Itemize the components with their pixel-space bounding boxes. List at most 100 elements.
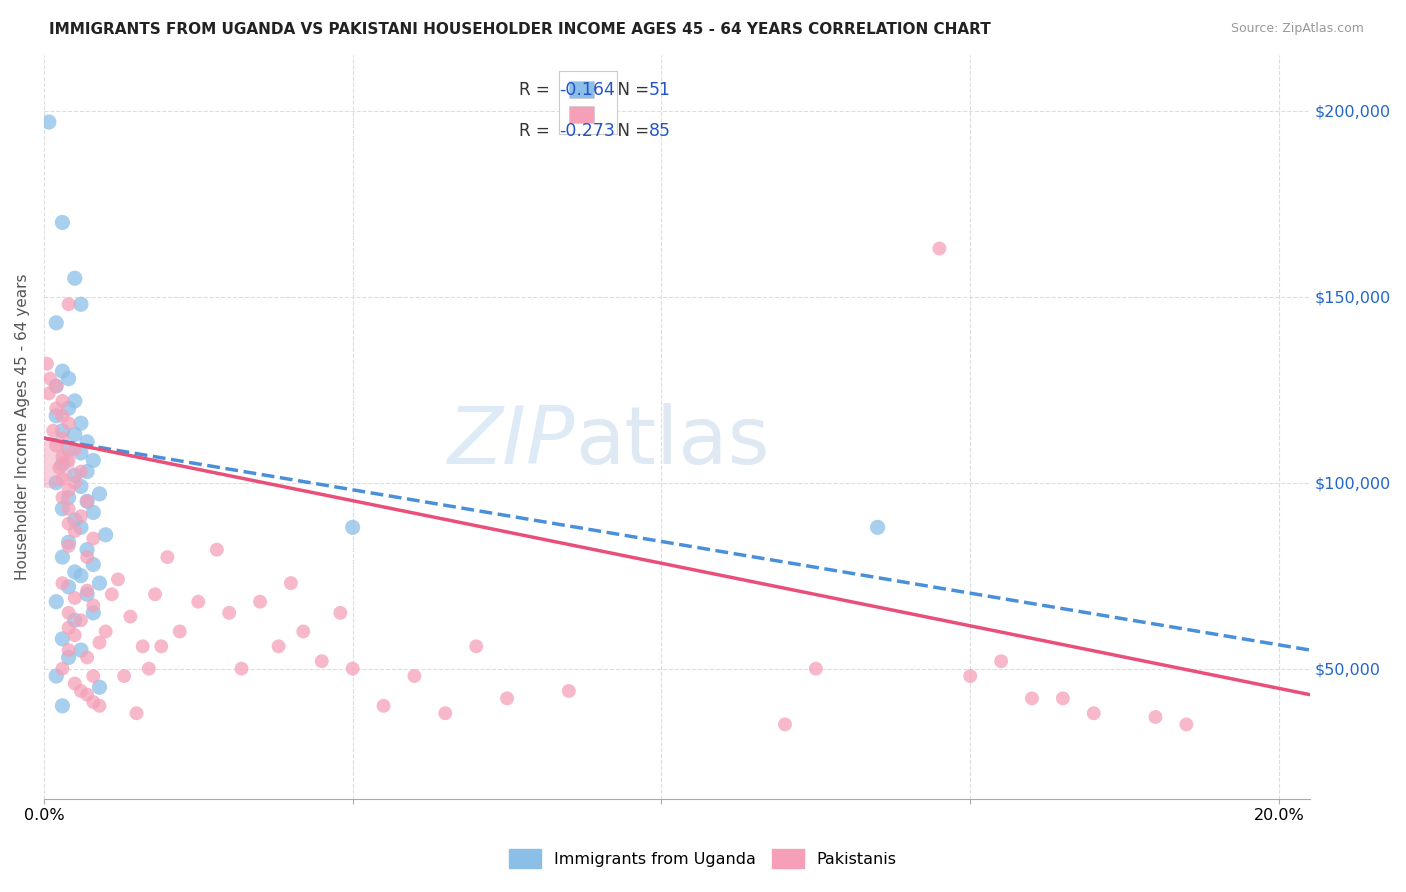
Point bbox=[45, 401, 67, 416]
Text: -0.273: -0.273 bbox=[560, 122, 614, 140]
Point bbox=[45, 316, 67, 330]
Point bbox=[63, 513, 86, 527]
Point bbox=[143, 587, 166, 601]
Point bbox=[63, 427, 86, 442]
Point bbox=[1144, 710, 1167, 724]
Point bbox=[63, 271, 86, 285]
Point bbox=[58, 453, 80, 467]
Point bbox=[76, 583, 98, 598]
Point bbox=[51, 424, 73, 438]
Point bbox=[39, 457, 62, 471]
Point bbox=[70, 684, 93, 698]
Point bbox=[187, 595, 209, 609]
Point bbox=[112, 669, 135, 683]
Point bbox=[76, 465, 98, 479]
Point bbox=[1052, 691, 1074, 706]
Point bbox=[496, 691, 519, 706]
Point bbox=[82, 558, 104, 572]
Point bbox=[58, 650, 80, 665]
Text: R =: R = bbox=[519, 122, 554, 140]
Point bbox=[51, 215, 73, 229]
Point bbox=[76, 688, 98, 702]
Point bbox=[404, 669, 426, 683]
Point bbox=[63, 613, 86, 627]
Legend: , : , bbox=[560, 70, 617, 134]
Point bbox=[249, 595, 271, 609]
Point bbox=[89, 635, 111, 649]
Point bbox=[804, 662, 827, 676]
Point bbox=[45, 379, 67, 393]
Point bbox=[51, 550, 73, 565]
Point bbox=[63, 442, 86, 457]
Y-axis label: Householder Income Ages 45 - 64 years: Householder Income Ages 45 - 64 years bbox=[15, 274, 30, 580]
Point bbox=[70, 416, 93, 430]
Point bbox=[58, 535, 80, 549]
Point bbox=[342, 662, 364, 676]
Point bbox=[76, 542, 98, 557]
Point bbox=[76, 650, 98, 665]
Point bbox=[51, 364, 73, 378]
Text: N =: N = bbox=[607, 81, 655, 99]
Point bbox=[89, 698, 111, 713]
Point bbox=[125, 706, 148, 721]
Point bbox=[990, 654, 1012, 668]
Point bbox=[156, 550, 179, 565]
Point bbox=[51, 501, 73, 516]
Point bbox=[342, 520, 364, 534]
Point bbox=[169, 624, 191, 639]
Point bbox=[45, 379, 67, 393]
Point bbox=[63, 524, 86, 538]
Point bbox=[58, 483, 80, 498]
Point bbox=[70, 465, 93, 479]
Text: R =: R = bbox=[519, 81, 554, 99]
Point bbox=[70, 520, 93, 534]
Point bbox=[48, 460, 70, 475]
Point bbox=[120, 609, 142, 624]
Text: atlas: atlas bbox=[575, 403, 770, 481]
Point bbox=[51, 662, 73, 676]
Point bbox=[70, 613, 93, 627]
Point bbox=[38, 386, 60, 401]
Point bbox=[63, 393, 86, 408]
Point bbox=[63, 676, 86, 690]
Point bbox=[76, 494, 98, 508]
Point bbox=[866, 520, 889, 534]
Point bbox=[51, 409, 73, 423]
Point bbox=[231, 662, 253, 676]
Point bbox=[51, 472, 73, 486]
Point bbox=[311, 654, 333, 668]
Point bbox=[51, 576, 73, 591]
Point bbox=[82, 453, 104, 467]
Point bbox=[89, 487, 111, 501]
Text: -0.164: -0.164 bbox=[560, 81, 614, 99]
Point bbox=[45, 409, 67, 423]
Text: N =: N = bbox=[607, 122, 655, 140]
Point bbox=[58, 401, 80, 416]
Point bbox=[45, 669, 67, 683]
Point bbox=[94, 528, 117, 542]
Point bbox=[205, 542, 228, 557]
Point bbox=[51, 632, 73, 646]
Point bbox=[58, 442, 80, 457]
Text: 51: 51 bbox=[650, 81, 671, 99]
Point bbox=[58, 491, 80, 505]
Text: ZIP: ZIP bbox=[449, 403, 575, 481]
Point bbox=[51, 431, 73, 445]
Point bbox=[63, 468, 86, 483]
Point bbox=[82, 669, 104, 683]
Point bbox=[76, 434, 98, 449]
Point bbox=[82, 695, 104, 709]
Point bbox=[138, 662, 160, 676]
Point bbox=[39, 371, 62, 385]
Point bbox=[42, 424, 65, 438]
Point bbox=[63, 591, 86, 605]
Point bbox=[51, 450, 73, 464]
Point bbox=[70, 568, 93, 582]
Point bbox=[63, 628, 86, 642]
Point bbox=[82, 506, 104, 520]
Point bbox=[45, 438, 67, 452]
Point bbox=[70, 509, 93, 524]
Point bbox=[89, 680, 111, 694]
Point bbox=[58, 516, 80, 531]
Point bbox=[58, 643, 80, 657]
